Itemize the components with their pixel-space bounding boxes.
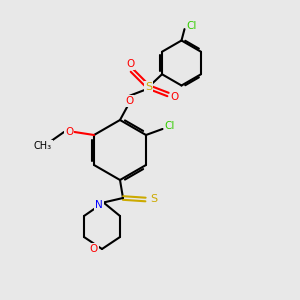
Text: O: O bbox=[125, 96, 133, 106]
Text: CH₃: CH₃ bbox=[34, 140, 52, 151]
Text: Cl: Cl bbox=[165, 121, 175, 131]
Text: S: S bbox=[150, 194, 158, 205]
Text: N: N bbox=[95, 200, 103, 210]
Text: S: S bbox=[145, 82, 152, 92]
Text: O: O bbox=[65, 127, 73, 137]
Text: Cl: Cl bbox=[187, 21, 197, 31]
Text: O: O bbox=[170, 92, 179, 103]
Text: O: O bbox=[89, 244, 98, 254]
Text: O: O bbox=[126, 59, 135, 69]
